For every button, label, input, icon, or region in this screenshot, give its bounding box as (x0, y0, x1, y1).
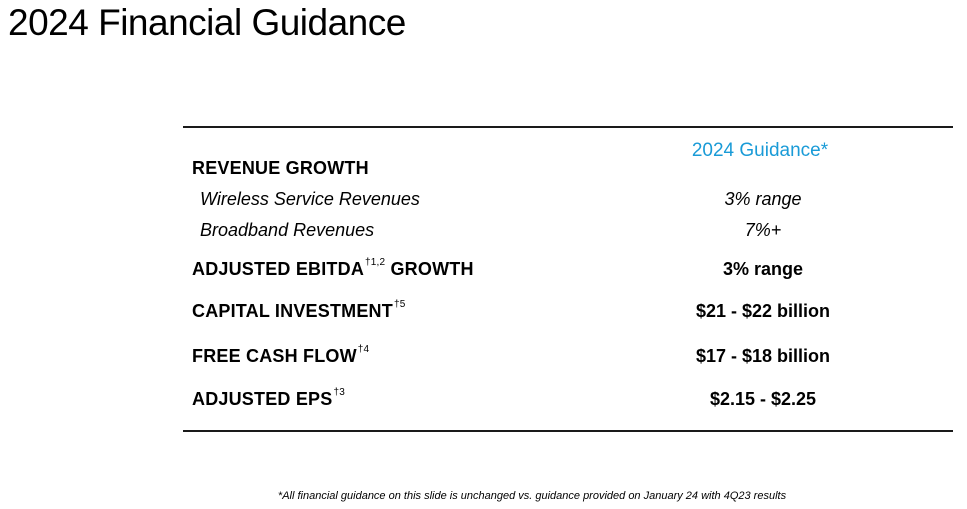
row-value-free-cash-flow: $17 - $18 billion (695, 346, 831, 366)
table-bottom-rule (183, 430, 953, 432)
row-label-free-cash-flow: FREE CASH FLOW†4 (192, 344, 370, 367)
row-label-text: FREE CASH FLOW (192, 346, 357, 366)
row-label-text: Broadband Revenues (200, 220, 375, 240)
row-label-text: ADJUSTED EBITDA (192, 259, 365, 279)
footnote-marker: †4 (357, 344, 370, 355)
footnote: *All financial guidance on this slide is… (277, 490, 787, 502)
row-label-broadband-revenues: Broadband Revenues (200, 220, 374, 241)
row-value-adjusted-eps: $2.15 - $2.25 (709, 389, 817, 409)
row-label-capital-investment: CAPITAL INVESTMENT†5 (192, 299, 406, 322)
guidance-column-header: 2024 Guidance* (691, 140, 829, 161)
footnote-marker: †5 (393, 299, 406, 310)
footnote-marker: †3 (333, 387, 345, 398)
page-title: 2024 Financial Guidance (8, 2, 406, 43)
row-label-adjusted-ebitda-growth: ADJUSTED EBITDA†1,2 GROWTH (192, 257, 474, 280)
row-label-suffix: GROWTH (385, 259, 474, 279)
row-label-text: REVENUE GROWTH (192, 158, 369, 178)
row-value-capital-investment: $21 - $22 billion (695, 301, 831, 321)
row-value-adjusted-ebitda-growth: 3% range (722, 259, 804, 279)
row-value-broadband-revenues: 7%+ (744, 220, 782, 240)
row-label-revenue-growth: REVENUE GROWTH (192, 158, 369, 179)
table-top-rule (183, 126, 953, 128)
row-value-wireless-service-revenues: 3% range (724, 189, 802, 209)
row-label-wireless-service-revenues: Wireless Service Revenues (200, 189, 420, 210)
footnote-marker: †1,2 (365, 257, 386, 268)
row-label-text: Wireless Service Revenues (200, 189, 420, 209)
row-label-adjusted-eps: ADJUSTED EPS†3 (192, 387, 345, 410)
row-label-text: CAPITAL INVESTMENT (192, 301, 393, 321)
row-label-text: ADJUSTED EPS (192, 389, 333, 409)
